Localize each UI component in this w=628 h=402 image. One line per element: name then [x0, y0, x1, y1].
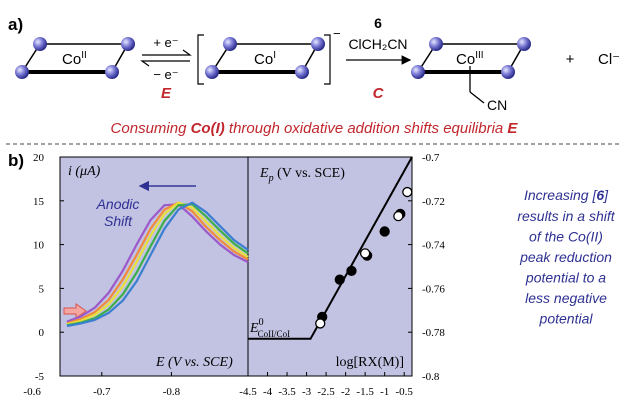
charge: − — [333, 26, 341, 41]
y2-tick-label: -0.74 — [422, 240, 445, 252]
side-note-text: less negative — [525, 290, 607, 306]
e0-symbol: E — [249, 321, 259, 336]
caption-emphasis: E — [507, 120, 518, 137]
oxidation-state: III — [475, 50, 483, 61]
metal-symbol: Co — [62, 51, 81, 68]
open-point — [402, 186, 413, 198]
side-note-emphasis: 6 — [596, 187, 604, 203]
plots: -5 0 5 10 15 20 -0.6 -0.7 -0.8 i (μA) E (V vs. SCE… — [23, 152, 445, 398]
side-note-text: potential to a — [525, 270, 606, 286]
open-point — [359, 248, 371, 259]
y-axis-label: i (μA) — [68, 164, 101, 179]
panel-label: a) — [8, 15, 23, 34]
plot-area — [247, 156, 413, 377]
side-note-text: results in a shift — [517, 208, 615, 224]
x-tick-label: -3 — [302, 386, 312, 398]
side-note-lines: results in a shift of the Co(II) peak redu… — [517, 208, 615, 327]
x-tick-label: -4 — [263, 386, 273, 398]
x-tick-label: -2.5 — [317, 386, 335, 398]
y-axis-label-symbol: E — [259, 166, 269, 181]
caption-text: through oxidative addition shifts equili… — [225, 120, 508, 137]
reduction-label: + e⁻ — [153, 35, 178, 50]
side-note-text: Increasing [ — [524, 187, 598, 203]
y2-tick-label: -0.72 — [422, 196, 445, 208]
side-note-text: ] — [602, 187, 609, 203]
x-tick-label: -0.7 — [93, 386, 111, 398]
annotation: Anodic — [96, 196, 140, 212]
plot-area — [59, 156, 249, 377]
x-axis-label: log[RX(M)] — [336, 355, 404, 370]
x-tick-label: -3.5 — [278, 386, 296, 398]
y-tick-label: -5 — [35, 371, 45, 383]
oxidation-state: I — [273, 50, 276, 61]
metal: CoI — [254, 50, 276, 68]
step-c: C — [373, 85, 385, 102]
e0-label: E0 CoII/CoI — [249, 317, 290, 339]
metal-symbol: Co — [456, 51, 475, 68]
step-e: E — [161, 85, 172, 102]
voltammogram — [66, 201, 249, 325]
metal: CoII — [62, 50, 87, 68]
co1-complex: CoI − — [197, 26, 341, 85]
y-tick-label: 5 — [39, 283, 45, 295]
x-tick-label: -1.5 — [356, 386, 374, 398]
side-note-text: potential — [539, 311, 594, 327]
open-point — [393, 210, 404, 222]
x-tick-label: -0.5 — [395, 386, 413, 398]
caption-emphasis: Co(I) — [191, 120, 225, 137]
co3-complex: CoIII CN — [411, 37, 531, 113]
x-tick-label: -0.8 — [163, 386, 181, 398]
filled-point — [334, 274, 345, 285]
filled-point — [379, 226, 390, 237]
reagent-number: 6 — [374, 15, 382, 31]
plus-sign: + — [566, 51, 575, 68]
x-axis-label: E (V vs. SCE) — [155, 355, 233, 370]
caption: Consuming Co(I) through oxidative additi… — [111, 120, 519, 137]
x-tick-label: -1 — [380, 386, 389, 398]
metal-symbol: Co — [254, 51, 273, 68]
y2-tick-label: -0.76 — [422, 283, 445, 295]
e0-subscript: CoII/CoI — [258, 329, 291, 339]
equilibrium-arrows — [140, 49, 192, 67]
y-tick-label: 20 — [33, 152, 45, 164]
voltammogram — [66, 201, 249, 328]
metal: CoIII — [456, 50, 484, 68]
cyano-group: CN — [487, 97, 507, 113]
y-tick-label: 0 — [39, 327, 45, 339]
side-note-text: of the Co(II) — [529, 229, 603, 245]
voltammogram — [66, 203, 249, 327]
y-axis-label-subscript: p — [268, 173, 274, 184]
panel-label: b) — [8, 151, 24, 170]
oxidation-state: II — [81, 50, 87, 61]
voltammogram — [66, 201, 249, 326]
y-axis-label-units: (V vs. SCE) — [274, 166, 346, 181]
y2-tick-label: -0.7 — [422, 152, 440, 164]
e0-superscript: 0 — [259, 317, 264, 328]
side-note-text: peak reduction — [519, 249, 612, 265]
reagent: ClCH₂CN — [348, 36, 407, 52]
annotation: Shift — [104, 213, 133, 229]
side-note: Increasing [6] — [524, 187, 609, 203]
voltammogram — [66, 203, 249, 323]
scan-direction-arrow — [63, 303, 87, 319]
x-tick-label: -2 — [341, 386, 350, 398]
y-axis-label: Ep (V vs. SCE) — [259, 166, 345, 184]
x-tick-label: -0.6 — [23, 386, 41, 398]
fit-line — [248, 156, 413, 340]
open-point — [315, 318, 326, 329]
oxidation-label: − e⁻ — [153, 67, 178, 82]
caption-text: Consuming — [111, 120, 191, 137]
co2-complex: CoII — [15, 37, 135, 79]
chloride: Cl⁻ — [598, 51, 620, 68]
y-tick-label: 15 — [33, 196, 45, 208]
y2-tick-label: -0.78 — [422, 327, 445, 339]
x-tick-label: -4.5 — [239, 386, 257, 398]
filled-point — [346, 265, 357, 277]
y2-tick-label: -0.8 — [422, 371, 440, 383]
y-tick-label: 10 — [33, 240, 45, 252]
